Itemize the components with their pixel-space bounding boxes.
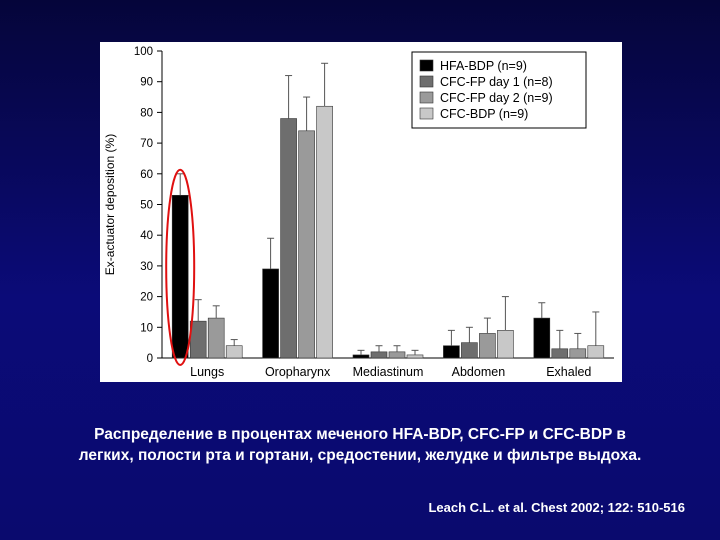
chart-panel: 0 10 20 30 40 50 60 70 80 90 100 Ex-actuator deposi… [100,42,622,382]
bar [370,351,388,359]
y-tick-label: 60 [140,169,153,181]
legend-swatch [419,107,434,120]
legend-swatch [419,59,434,72]
bar [479,333,496,359]
bar [388,351,406,359]
bar [298,130,315,359]
legend-swatch [419,75,434,88]
legend-swatch [419,91,434,104]
legend-box [411,51,587,129]
legend-label: CFC-FP day 1 (n=8) [440,75,553,89]
legend-label: CFC-BDP (n=9) [440,107,528,121]
x-tick-label: Mediastinum [353,365,424,379]
bar [171,194,189,359]
x-tick-label: Abdomen [452,365,506,379]
y-tick-label: 80 [140,107,153,119]
legend-label: HFA-BDP (n=9) [440,59,527,73]
y-tick-label: 0 [147,353,153,365]
highlight-ellipse [165,168,196,366]
bar-chart: 0 10 20 30 40 50 60 70 80 90 100 Ex-actuator deposi… [103,46,614,379]
bar [533,317,551,359]
caption-line-1: Распределение в процентах меченого HFA-B… [94,426,626,443]
x-tick-label: Lungs [190,365,224,379]
legend-label: CFC-FP day 2 (n=9) [440,91,553,105]
y-tick-label: 40 [140,230,153,242]
bar [587,345,605,359]
bar [569,348,587,359]
caption-line-2: легких, полости рта и гортани, средостен… [78,447,642,464]
y-tick-label: 50 [140,200,153,212]
y-tick-label: 20 [140,292,153,304]
y-tick-label: 100 [134,46,153,58]
bar [316,105,333,359]
bar [352,354,370,359]
y-axis-label: Ex-actuator deposition (%) [103,134,117,275]
bar [207,317,225,359]
y-tick-label: 30 [140,261,153,273]
y-tick-label: 70 [140,138,153,150]
bar [443,345,460,359]
bar [189,320,207,359]
y-tick-label: 90 [140,77,153,89]
x-tick-label: Oropharynx [265,365,331,379]
citation: Leach C.L. et al. Chest 2002; 122: 510-5… [428,500,685,515]
bar [461,342,478,359]
y-tick-label: 10 [140,322,153,334]
bar [262,268,279,359]
bar [497,330,514,359]
bar [280,118,297,359]
bar [551,348,569,359]
x-tick-label: Exhaled [546,365,591,379]
bar [406,354,424,359]
bar [225,345,243,359]
